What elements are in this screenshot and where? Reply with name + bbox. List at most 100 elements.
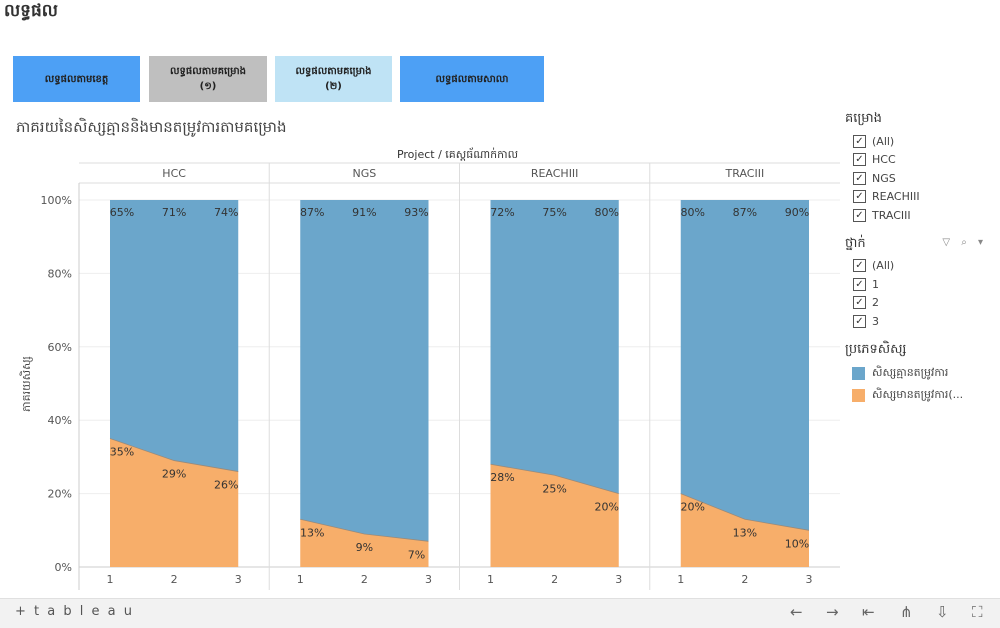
legend-title: ប្រភេទសិស្ស	[845, 341, 907, 357]
y-tick-label: 40%	[48, 414, 72, 427]
grade-filter-item[interactable]: ✓ 3	[845, 312, 995, 331]
data-label-no-need: 74%	[214, 206, 238, 219]
area-no-need	[680, 200, 809, 531]
data-label-no-need: 80%	[595, 206, 619, 219]
tab-by-project-1[interactable]: លទ្ធផលតាមគម្រោង (១)	[149, 56, 267, 102]
area-no-need	[110, 200, 239, 472]
project-filter-label: REACHIII	[872, 190, 920, 204]
project-filter: ✓ (All) ✓ HCC ✓ NGS ✓ REACHIII ✓ TRACIII	[845, 132, 995, 225]
legend-swatch	[852, 389, 865, 402]
y-tick-label: 0%	[55, 561, 72, 574]
student-type-legend: សិស្សគ្មានតម្រូវការសិស្សមានតម្រូវការ(...	[845, 363, 995, 407]
project-filter-label: NGS	[872, 171, 896, 185]
tableau-toolbar: + t a b l e a u ← → ⇤ ⋔ ⇩ ⛶	[0, 598, 1000, 628]
project-filter-label: HCC	[872, 153, 896, 167]
tab-by-province[interactable]: លទ្ធផលតាមខេត្ត	[13, 56, 140, 102]
data-label-has-need: 35%	[110, 446, 134, 459]
share-icon[interactable]: ⋔	[900, 603, 913, 621]
data-label-has-need: 9%	[356, 541, 373, 554]
data-label-no-need: 71%	[162, 206, 186, 219]
x-tick-label: 1	[297, 573, 304, 586]
y-tick-label: 80%	[48, 267, 72, 280]
stacked-area-chart[interactable]: Project / គេស្តធ័ណាក់កាល 0% 20% 40% 60% 80% 10…	[0, 140, 845, 598]
data-label-has-need: 29%	[162, 468, 186, 481]
checkbox-checked-icon[interactable]: ✓	[853, 208, 866, 222]
checkbox-checked-icon[interactable]: ✓	[853, 190, 866, 204]
area-no-need	[490, 200, 619, 494]
legend-item[interactable]: សិស្សគ្មានតម្រូវការ	[845, 363, 995, 385]
area-has-need	[490, 464, 619, 567]
x-tick-label: 2	[741, 573, 748, 586]
data-label-no-need: 93%	[404, 206, 428, 219]
grade-filter-label: 2	[872, 296, 879, 310]
area-has-need	[680, 493, 809, 567]
project-filter-item[interactable]: ✓ HCC	[845, 151, 995, 170]
viz-title: ភាគរយនៃសិស្សគ្មាននិងមានតម្រូវការតាមគម្រោ…	[16, 118, 287, 136]
y-tick-label: 60%	[48, 341, 72, 354]
page-title: លទ្ធផល	[4, 1, 58, 21]
revert-icon[interactable]: ⇤	[862, 603, 875, 621]
x-tick-label: 3	[806, 573, 813, 586]
x-tick-label: 3	[235, 573, 242, 586]
grade-filter-title: ថ្នាក់	[845, 235, 866, 251]
x-tick-label: 1	[487, 573, 494, 586]
project-filter-item[interactable]: ✓ TRACIII	[845, 206, 995, 225]
filter-tools-icon[interactable]: ▽ ⌕ ▾	[942, 236, 987, 248]
checkbox-checked-icon[interactable]: ✓	[853, 171, 866, 185]
data-label-has-need: 10%	[785, 537, 809, 550]
tab-by-project-2[interactable]: លទ្ធផលតាមគម្រោង (២)	[275, 56, 392, 102]
x-tick-label: 1	[107, 573, 114, 586]
checkbox-checked-icon[interactable]: ✓	[853, 296, 866, 310]
boundary-line	[680, 493, 810, 531]
data-label-no-need: 90%	[785, 206, 809, 219]
data-label-has-need: 7%	[408, 548, 425, 561]
data-label-no-need: 75%	[542, 206, 566, 219]
grade-filter-item[interactable]: ✓ 1	[845, 275, 995, 294]
data-label-has-need: 13%	[733, 526, 757, 539]
data-label-has-need: 26%	[214, 479, 238, 492]
grade-filter: ✓ (All) ✓ 1 ✓ 2 ✓ 3	[845, 257, 995, 331]
data-label-no-need: 87%	[733, 206, 757, 219]
panel-header: NGS	[353, 167, 377, 180]
x-tick-label: 2	[171, 573, 178, 586]
data-label-no-need: 87%	[300, 206, 324, 219]
undo-icon[interactable]: ←	[790, 603, 803, 621]
data-label-has-need: 20%	[681, 501, 705, 514]
tableau-logo[interactable]: + t a b l e a u	[15, 604, 134, 619]
fullscreen-icon[interactable]: ⛶	[972, 603, 983, 621]
panel-header: REACHIII	[531, 167, 579, 180]
project-filter-item[interactable]: ✓ NGS	[845, 169, 995, 188]
checkbox-checked-icon[interactable]: ✓	[853, 259, 866, 273]
data-label-no-need: 72%	[490, 206, 514, 219]
project-filter-item[interactable]: ✓ REACHIII	[845, 188, 995, 207]
download-icon[interactable]: ⇩	[936, 603, 949, 621]
area-has-need	[110, 438, 239, 567]
checkbox-checked-icon[interactable]: ✓	[853, 314, 866, 328]
grade-filter-item[interactable]: ✓ 2	[845, 294, 995, 313]
legend-swatch	[852, 367, 865, 380]
checkbox-checked-icon[interactable]: ✓	[853, 134, 866, 148]
panel-header: TRACIII	[725, 167, 765, 180]
boundary-line	[109, 438, 239, 472]
x-tick-label: 3	[615, 573, 622, 586]
data-label-no-need: 91%	[352, 206, 376, 219]
data-label-has-need: 28%	[490, 471, 514, 484]
project-filter-title: គម្រោង	[845, 111, 882, 126]
checkbox-checked-icon[interactable]: ✓	[853, 277, 866, 291]
legend-label: សិស្សគ្មានតម្រូវការ	[872, 365, 949, 379]
boundary-line	[300, 518, 429, 542]
grade-filter-header: ថ្នាក់ ▽ ⌕ ▾	[845, 235, 995, 253]
checkbox-checked-icon[interactable]: ✓	[853, 153, 866, 167]
project-filter-item[interactable]: ✓ (All)	[845, 132, 995, 151]
filter-sidebar: គម្រោង ✓ (All) ✓ HCC ✓ NGS ✓ REACHIII ✓ TRACIII ថ…	[845, 110, 995, 407]
tab-by-school[interactable]: លទ្ធផលតាមសាលា	[400, 56, 544, 102]
grade-filter-item[interactable]: ✓ (All)	[845, 257, 995, 276]
y-tick-label: 100%	[41, 194, 72, 207]
grade-filter-label: 1	[872, 277, 879, 291]
data-label-no-need: 80%	[681, 206, 705, 219]
y-tick-label: 20%	[48, 488, 72, 501]
redo-icon[interactable]: →	[826, 603, 839, 621]
data-label-has-need: 20%	[595, 501, 619, 514]
legend-item[interactable]: សិស្សមានតម្រូវការ(...	[845, 385, 995, 407]
area-has-need	[300, 519, 429, 567]
